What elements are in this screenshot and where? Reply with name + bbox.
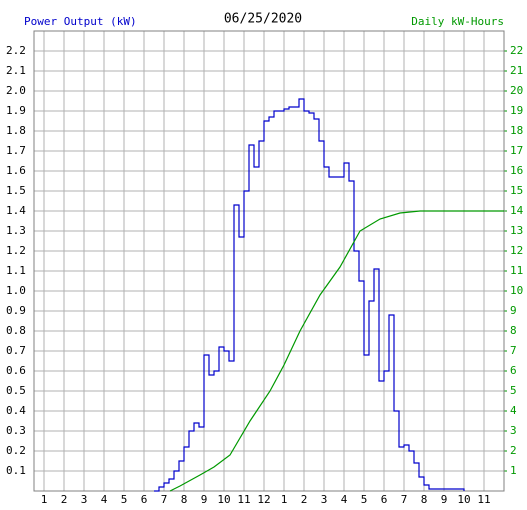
- x-tick-label: 8: [421, 493, 428, 506]
- y-tick-label: 0.6: [6, 364, 26, 377]
- x-tick-label: 4: [101, 493, 108, 506]
- series-line: [154, 98, 465, 492]
- y2-tick-label: 5: [510, 384, 517, 397]
- y-tick-label: 0.5: [6, 384, 26, 397]
- y2-tick-label: 21: [510, 64, 523, 77]
- y2-tick-label: 9: [510, 304, 517, 317]
- y-tick-label: 1.6: [6, 164, 26, 177]
- y2-axis-label: Daily kW-Hours: [411, 15, 504, 28]
- x-tick-label: 5: [121, 493, 128, 506]
- y2-tick-label: 8: [510, 324, 517, 337]
- y-tick-label: 0.8: [6, 324, 26, 337]
- y-tick-label: 0.1: [6, 464, 26, 477]
- y-tick-label: 1.0: [6, 284, 26, 297]
- y-tick-label: 0.3: [6, 424, 26, 437]
- x-tick-label: 6: [381, 493, 388, 506]
- y2-tick-label: 17: [510, 144, 523, 157]
- y-tick-label: 1.7: [6, 144, 26, 157]
- chart-title: 06/25/2020: [224, 12, 302, 27]
- y-tick-label: 1.3: [6, 224, 26, 237]
- y2-tick-label: 10: [510, 284, 523, 297]
- y2-tick-label: 4: [510, 404, 517, 417]
- y2-tick-label: 22: [510, 44, 523, 57]
- series-line: [169, 210, 504, 492]
- x-tick-label: 5: [361, 493, 368, 506]
- x-tick-label: 9: [441, 493, 448, 506]
- y2-tick-label: 12: [510, 244, 523, 257]
- x-tick-label: 6: [141, 493, 148, 506]
- y-tick-label: 2.0: [6, 84, 26, 97]
- x-tick-label: 9: [201, 493, 208, 506]
- y2-tick-label: 11: [510, 264, 523, 277]
- x-tick-label: 2: [301, 493, 308, 506]
- x-tick-label: 7: [161, 493, 168, 506]
- y-tick-label: 1.1: [6, 264, 26, 277]
- y-tick-label: 0.4: [6, 404, 26, 417]
- plot-frame: [33, 30, 505, 492]
- x-tick-label: 7: [401, 493, 408, 506]
- y-tick-label: 0.7: [6, 344, 26, 357]
- x-tick-label: 11: [477, 493, 490, 506]
- y-axis-label: Power Output (kW): [24, 15, 137, 28]
- y-tick-label: 1.5: [6, 184, 26, 197]
- x-tick-label: 1: [41, 493, 48, 506]
- x-tick-label: 12: [257, 493, 270, 506]
- y-tick-label: 2.1: [6, 64, 26, 77]
- x-tick-label: 3: [321, 493, 328, 506]
- x-tick-label: 10: [457, 493, 470, 506]
- y-tick-label: 1.9: [6, 104, 26, 117]
- y2-tick-label: 20: [510, 84, 523, 97]
- y2-tick-label: 1: [510, 464, 517, 477]
- y-tick-label: 1.4: [6, 204, 26, 217]
- y2-tick-label: 18: [510, 124, 523, 137]
- y2-tick-label: 15: [510, 184, 523, 197]
- x-tick-label: 8: [181, 493, 188, 506]
- y2-tick-label: 19: [510, 104, 523, 117]
- y-tick-label: 1.2: [6, 244, 26, 257]
- x-tick-label: 2: [61, 493, 68, 506]
- y-tick-label: 0.9: [6, 304, 26, 317]
- x-tick-label: 11: [237, 493, 250, 506]
- y2-tick-label: 3: [510, 424, 517, 437]
- x-tick-label: 3: [81, 493, 88, 506]
- y-tick-label: 2.2: [6, 44, 26, 57]
- x-tick-label: 4: [341, 493, 348, 506]
- y2-tick-label: 6: [510, 364, 517, 377]
- y2-tick-label: 14: [510, 204, 524, 217]
- x-tick-label: 1: [281, 493, 288, 506]
- y2-tick-label: 13: [510, 224, 523, 237]
- y2-tick-label: 2: [510, 444, 517, 457]
- x-tick-label: 10: [217, 493, 230, 506]
- y2-tick-label: 7: [510, 344, 517, 357]
- y-tick-label: 0.2: [6, 444, 26, 457]
- y-tick-label: 1.8: [6, 124, 26, 137]
- y2-tick-label: 16: [510, 164, 523, 177]
